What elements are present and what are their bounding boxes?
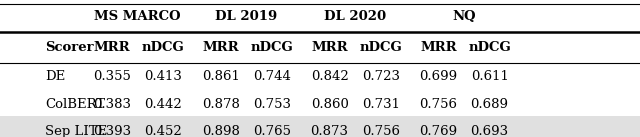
Text: 0.765: 0.765 [253,125,291,137]
Text: 0.753: 0.753 [253,98,291,111]
Text: 0.723: 0.723 [362,70,400,83]
Text: nDCG: nDCG [360,42,402,54]
Text: 0.756: 0.756 [362,125,400,137]
Text: 0.699: 0.699 [419,70,458,83]
Text: DE: DE [45,70,65,83]
Text: ColBERT: ColBERT [45,98,105,111]
Text: 0.860: 0.860 [310,98,349,111]
Text: 0.393: 0.393 [93,125,131,137]
Text: Sep LITE: Sep LITE [45,125,107,137]
Text: MS MARCO: MS MARCO [94,10,181,23]
Text: 0.731: 0.731 [362,98,400,111]
Text: 0.744: 0.744 [253,70,291,83]
Text: 0.383: 0.383 [93,98,131,111]
Text: 0.413: 0.413 [144,70,182,83]
Text: 0.898: 0.898 [202,125,240,137]
Text: 0.842: 0.842 [311,70,348,83]
Text: DL 2020: DL 2020 [324,10,387,23]
Text: nDCG: nDCG [468,42,511,54]
Text: MRR: MRR [202,42,239,54]
Text: Scorer: Scorer [45,42,93,54]
Text: 0.693: 0.693 [470,125,509,137]
Text: nDCG: nDCG [251,42,293,54]
Text: MRR: MRR [311,42,348,54]
Text: NQ: NQ [452,10,476,23]
Text: 0.873: 0.873 [310,125,349,137]
Text: MRR: MRR [93,42,131,54]
Text: 0.769: 0.769 [419,125,458,137]
Text: 0.452: 0.452 [145,125,182,137]
Text: DL 2019: DL 2019 [215,10,278,23]
Text: 0.756: 0.756 [419,98,458,111]
Text: MRR: MRR [420,42,457,54]
Text: 0.878: 0.878 [202,98,240,111]
Text: 0.861: 0.861 [202,70,240,83]
Text: nDCG: nDCG [142,42,184,54]
Text: 0.611: 0.611 [470,70,509,83]
Text: 0.355: 0.355 [93,70,131,83]
Text: 0.442: 0.442 [145,98,182,111]
Text: 0.689: 0.689 [470,98,509,111]
Bar [0,116,640,137]
